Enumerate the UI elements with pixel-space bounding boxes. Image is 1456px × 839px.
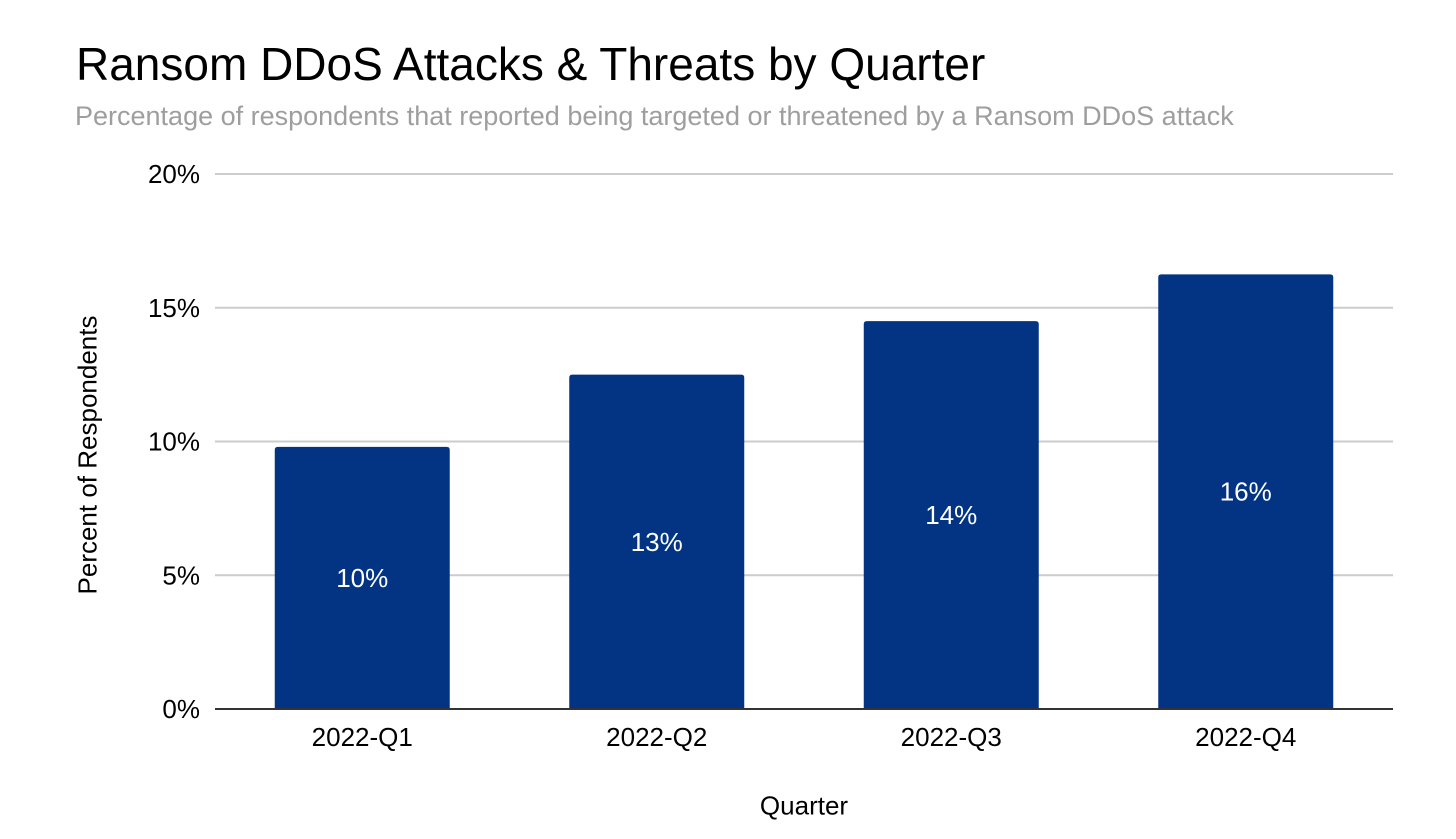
bar-2022-q2: [569, 374, 745, 709]
bars: [274, 274, 1334, 709]
bar-2022-q3: [863, 321, 1039, 709]
data-label: 14%: [925, 500, 977, 530]
chart-subtitle: Percentage of respondents that reported …: [75, 101, 1234, 131]
y-tick-label: 15%: [148, 293, 200, 323]
data-label: 13%: [631, 527, 683, 557]
y-axis-title: Percent of Respondents: [72, 315, 103, 595]
chart-title: Ransom DDoS Attacks & Threats by Quarter: [76, 38, 986, 90]
x-tick-label: 2022-Q1: [312, 722, 413, 752]
y-axis-ticks: 0% 5% 10% 15% 20%: [148, 159, 200, 724]
data-labels: 10% 13% 14% 16%: [336, 477, 1272, 593]
bar-2022-q1: [274, 446, 450, 709]
data-label: 16%: [1220, 477, 1272, 507]
data-label: 10%: [336, 563, 388, 593]
y-tick-label: 20%: [148, 159, 200, 189]
x-tick-label: 2022-Q2: [606, 722, 707, 752]
x-axis-ticks: 2022-Q1 2022-Q2 2022-Q3 2022-Q4: [312, 722, 1297, 752]
bar-2022-q4: [1158, 274, 1334, 709]
y-tick-label: 0%: [162, 694, 200, 724]
x-tick-label: 2022-Q3: [901, 722, 1002, 752]
y-tick-label: 10%: [148, 427, 200, 457]
x-axis-title: Quarter: [759, 790, 849, 821]
y-tick-label: 5%: [162, 560, 200, 590]
x-tick-label: 2022-Q4: [1195, 722, 1296, 752]
